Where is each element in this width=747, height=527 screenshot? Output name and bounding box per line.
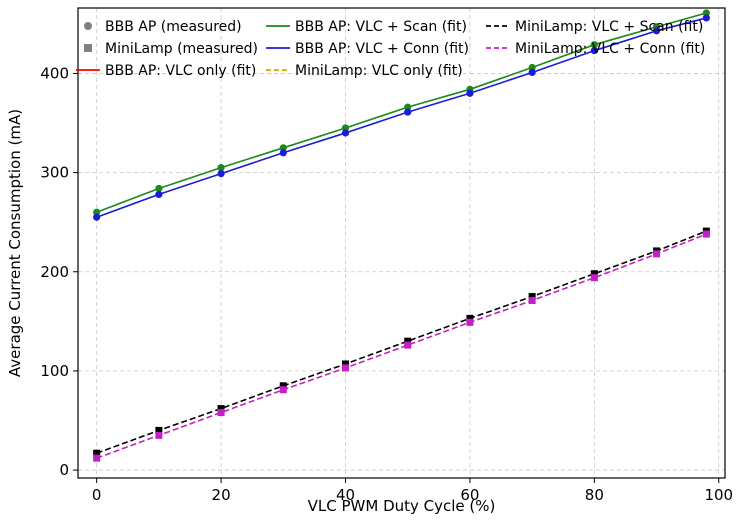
data-point [217, 164, 225, 172]
data-point [404, 337, 412, 345]
plot-frame [77, 7, 726, 479]
x-tick-label: 100 [704, 486, 733, 504]
legend-label: MiniLamp (measured) [105, 41, 258, 57]
legend-entry: MiniLamp: VLC + Scan (fit) [486, 19, 703, 35]
data-point [155, 426, 163, 434]
legend-entry: BBB AP (measured) [84, 19, 242, 35]
data-point [702, 9, 710, 17]
data-point [404, 108, 412, 116]
data-point [466, 318, 474, 326]
data-point [217, 405, 225, 413]
data-point [279, 144, 287, 152]
data-point [93, 208, 101, 216]
y-tick-label: 400 [40, 64, 69, 82]
data-point [702, 14, 710, 22]
legend-label: BBB AP: VLC only (fit) [105, 63, 256, 79]
x-axis-label: VLC PWM Duty Cycle (%) [308, 497, 496, 515]
data-point [155, 184, 163, 193]
legend-entry: BBB AP: VLC + Scan (fit) [266, 19, 467, 35]
data-point [404, 341, 412, 349]
data-point [702, 230, 710, 238]
legend: BBB AP (measured) MiniLamp (measured) BBB … [76, 19, 705, 79]
data-point [341, 129, 350, 137]
legend-label: BBB AP: VLC + Conn (fit) [295, 41, 469, 57]
data-point [93, 213, 101, 221]
data-point [217, 169, 225, 178]
data-point [342, 364, 350, 372]
data-point [155, 431, 163, 439]
y-axis-label: Average Current Consumption (mA) [6, 109, 24, 377]
data-point [528, 293, 536, 301]
data-point [93, 454, 101, 462]
data-point [590, 274, 598, 282]
data-point [404, 103, 412, 111]
data-point [590, 270, 598, 278]
data-point [466, 89, 474, 97]
series-line-3 [96, 230, 707, 454]
legend-marker-circle [84, 22, 92, 30]
legend-entry: MiniLamp: VLC only (fit) [266, 63, 463, 79]
legend-label: BBB AP: VLC + Scan (fit) [295, 19, 467, 35]
x-tick-label: 20 [212, 486, 231, 504]
x-tick-label: 40 [336, 486, 355, 504]
data-point [342, 360, 350, 368]
legend-label: BBB AP (measured) [105, 19, 242, 35]
data-point [279, 382, 287, 390]
y-tick-label: 100 [40, 362, 69, 380]
legend-label: MiniLamp: VLC + Scan (fit) [515, 19, 703, 35]
x-tick-label: 0 [92, 486, 102, 504]
legend-label: MiniLamp: VLC + Conn (fit) [515, 41, 705, 57]
data-point [93, 449, 101, 457]
y-tick-label: 0 [59, 461, 69, 479]
data-point [652, 27, 661, 35]
data-point [466, 314, 474, 322]
y-tick-label: 200 [40, 263, 69, 281]
data-point [653, 250, 661, 258]
x-tick-label: 60 [460, 486, 479, 504]
data-point [217, 409, 225, 417]
x-tick-label: 80 [585, 486, 604, 504]
data-point [341, 124, 350, 132]
data-point [528, 63, 536, 72]
legend-entry: MiniLamp (measured) [84, 41, 258, 57]
data-point [279, 149, 287, 157]
legend-marker-square [84, 44, 92, 52]
legend-entry: MiniLamp: VLC + Conn (fit) [486, 41, 705, 57]
legend-entry: BBB AP: VLC + Conn (fit) [266, 41, 469, 57]
data-point [590, 47, 598, 55]
series-layer [93, 9, 710, 462]
y-tick-label: 300 [40, 164, 69, 182]
data-point [155, 190, 163, 199]
data-point [590, 41, 598, 49]
data-point [279, 386, 287, 394]
axes: 0 20 40 60 80 100 0 100 200 300 400 [40, 64, 733, 504]
data-point [528, 68, 536, 77]
legend-entry: BBB AP: VLC only (fit) [76, 63, 256, 79]
series-line-4 [96, 233, 707, 459]
data-point [528, 297, 536, 305]
legend-label: MiniLamp: VLC only (fit) [295, 63, 463, 79]
